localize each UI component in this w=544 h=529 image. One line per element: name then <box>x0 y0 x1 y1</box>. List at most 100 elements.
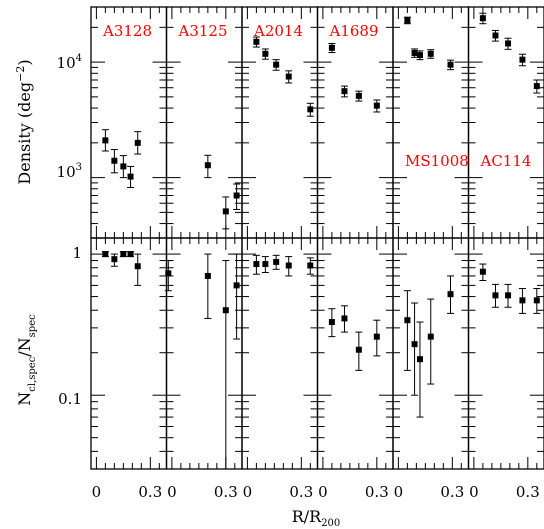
density-point <box>273 61 280 68</box>
xtick-label-0.3: 0.3 <box>516 483 540 501</box>
top-ylabel-close: ) <box>15 59 34 65</box>
xtick-label-0: 0 <box>318 483 328 501</box>
fraction-point <box>285 262 292 269</box>
xlabel: R/R200 <box>292 507 341 529</box>
panel-frame-bottom-5 <box>467 237 544 470</box>
density-point <box>373 102 380 109</box>
cluster-label: A3128 <box>102 22 152 40</box>
fraction-point <box>222 307 229 314</box>
data-marks <box>101 12 541 470</box>
xtick-label-0.3: 0.3 <box>440 483 464 501</box>
cluster-label: A3125 <box>178 22 228 40</box>
bottom-ylabel-sub1: cl,spec <box>27 356 38 391</box>
cluster-label: A2014 <box>253 22 303 40</box>
panel-frame-top-2 <box>241 6 319 239</box>
xtick-label-0.3: 0.3 <box>365 483 389 501</box>
density-point <box>505 40 512 47</box>
panel-frame-bottom-3 <box>316 237 394 470</box>
density-point <box>355 92 362 99</box>
panel-frame-top-4 <box>392 6 470 239</box>
ytick-label-0.1: 0.1 <box>58 390 82 408</box>
xtick-label-0: 0 <box>394 483 404 501</box>
fraction-point <box>273 258 280 265</box>
fraction-point <box>253 261 260 268</box>
fraction-point <box>328 319 335 326</box>
fraction-point <box>165 270 172 277</box>
panel-frame-top-1 <box>165 6 243 239</box>
density-point <box>111 157 118 164</box>
density-point <box>307 106 314 113</box>
xtick-label-0.3: 0.3 <box>289 483 313 501</box>
fraction-point <box>519 297 526 304</box>
fraction-point <box>341 315 348 322</box>
density-point <box>533 83 540 90</box>
density-point <box>204 162 211 169</box>
density-point <box>427 50 434 57</box>
xtick-label-0: 0 <box>167 483 177 501</box>
panel-frame-top-3 <box>316 6 394 239</box>
cluster-labels: A3128 A3125 A2014 A1689 MS1008 AC114 <box>102 22 531 170</box>
xtick-label-0: 0 <box>92 483 102 501</box>
fraction-point <box>262 261 269 268</box>
fraction-point <box>204 272 211 279</box>
fraction-point <box>411 341 418 348</box>
fraction-point <box>120 251 127 258</box>
bottom-ylabel-n1: N <box>15 392 34 406</box>
density-point <box>447 61 454 68</box>
density-point <box>262 50 269 57</box>
panel-frame-top-0 <box>90 6 168 239</box>
panel-frame-bottom-2 <box>241 237 319 470</box>
ytick-label-1e3: 103 <box>57 162 82 181</box>
xtick-label-0.3: 0.3 <box>138 483 162 501</box>
panel-frames <box>90 6 544 470</box>
ytick-label-1e4: 104 <box>57 53 82 72</box>
density-point <box>404 17 411 24</box>
cluster-label: MS1008 <box>405 152 469 170</box>
cluster-label: AC114 <box>480 152 532 170</box>
density-point <box>253 38 260 45</box>
cluster-label: A1689 <box>329 22 379 40</box>
fraction-point <box>233 282 240 289</box>
density-point <box>492 32 499 39</box>
fraction-point <box>447 291 454 298</box>
panel-frame-bottom-1 <box>165 237 243 470</box>
fraction-point <box>404 317 411 324</box>
density-point <box>416 52 423 59</box>
fraction-point <box>427 333 434 340</box>
fraction-point <box>492 292 499 299</box>
x-tick-labels: 0 0.3 0 0.3 0 0.3 0 0.3 0 0.3 0 0.3 <box>92 483 540 501</box>
ytick-label-1: 1 <box>72 244 82 262</box>
fraction-point <box>134 263 141 270</box>
density-point <box>233 192 240 199</box>
bottom-ylabel: Ncl,spec/Nspec <box>15 314 38 406</box>
fraction-point <box>479 268 486 275</box>
density-point <box>222 208 229 215</box>
fraction-point <box>505 292 512 299</box>
fraction-point <box>127 251 134 258</box>
density-point <box>341 88 348 95</box>
xtick-label-0: 0 <box>243 483 253 501</box>
top-ylabel: Density (deg−2) <box>14 59 34 184</box>
density-point <box>328 44 335 51</box>
density-point <box>102 137 109 144</box>
fraction-point <box>111 256 118 263</box>
density-point <box>479 15 486 22</box>
density-point <box>411 49 418 56</box>
density-point <box>120 163 127 170</box>
fraction-point <box>373 333 380 340</box>
density-point <box>285 73 292 80</box>
panel-frame-bottom-0 <box>90 237 168 470</box>
top-ylabel-sup: −2 <box>14 66 27 82</box>
xtick-label-0.3: 0.3 <box>214 483 238 501</box>
bottom-ylabel-sub2: spec <box>27 314 38 337</box>
top-ylabel-main: Density (deg <box>15 82 34 185</box>
fraction-point <box>533 297 540 304</box>
fraction-point <box>416 356 423 363</box>
density-point <box>519 56 526 63</box>
fraction-point <box>102 251 109 258</box>
bottom-ylabel-mid: /N <box>15 337 34 356</box>
fraction-point <box>355 346 362 353</box>
xtick-label-0: 0 <box>469 483 479 501</box>
density-point <box>127 173 134 180</box>
